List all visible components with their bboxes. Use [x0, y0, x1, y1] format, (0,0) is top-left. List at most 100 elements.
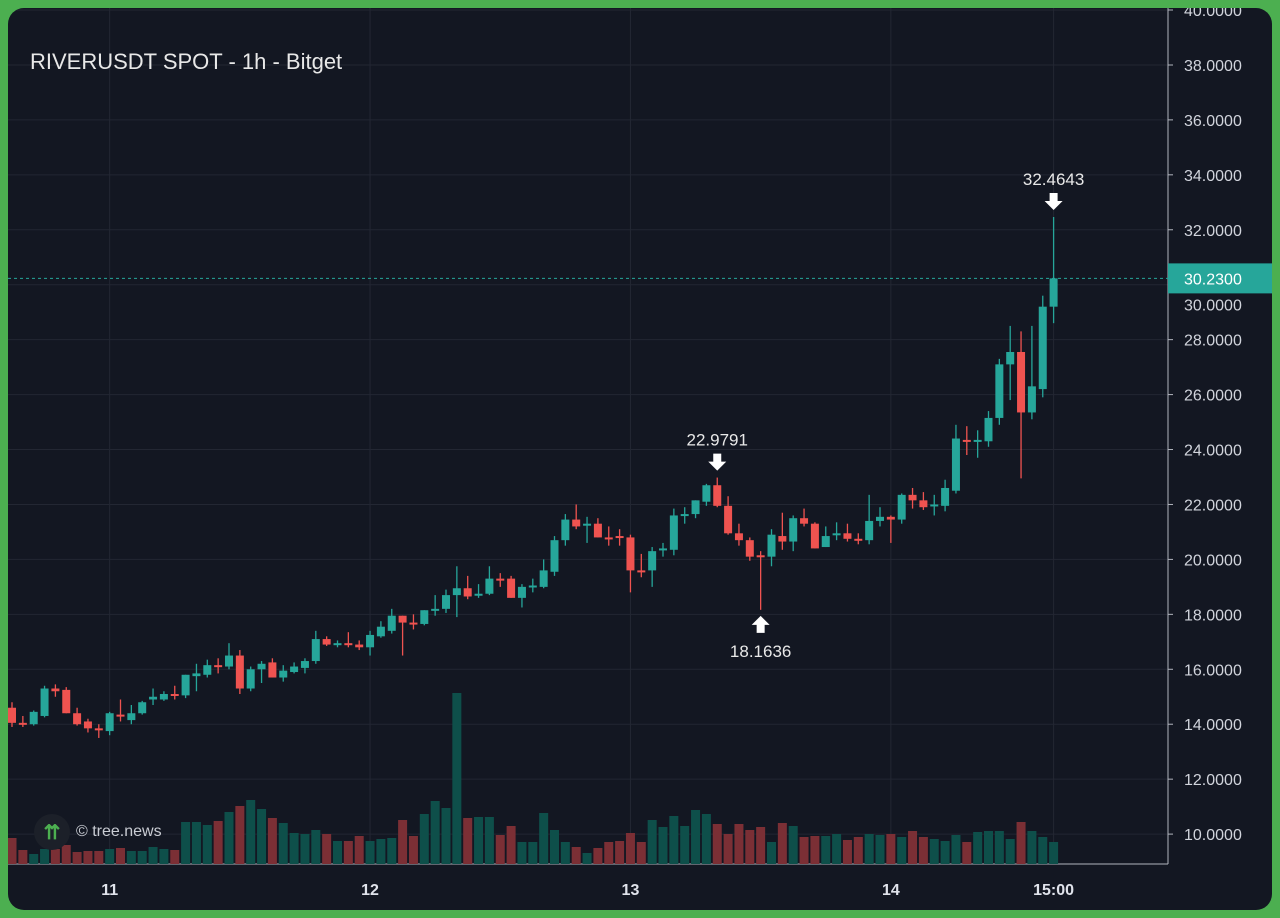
price-axis-label: 14.0000: [1184, 717, 1242, 734]
candle-body: [854, 538, 863, 541]
candle-body: [8, 707, 16, 723]
candle-body: [517, 586, 526, 598]
volume-bar: [1038, 837, 1048, 864]
candle-body: [800, 518, 809, 524]
volume-bar: [615, 841, 625, 864]
volume-bar: [257, 809, 267, 864]
candle-body: [669, 515, 678, 550]
volume-bar: [1027, 831, 1037, 864]
candle-body: [1049, 278, 1058, 307]
candle-body: [897, 494, 906, 520]
candle-body: [83, 721, 92, 729]
price-axis-label: 20.0000: [1184, 552, 1242, 569]
volume-bar: [984, 831, 993, 864]
candle-body: [290, 666, 299, 673]
candle-body: [745, 540, 754, 557]
volume-bar: [474, 817, 484, 864]
price-axis-label: 40.0000: [1184, 8, 1242, 20]
candle-body: [268, 662, 277, 678]
candle-body: [1027, 386, 1036, 413]
time-axis-label: 11: [101, 882, 118, 899]
price-axis-label: 24.0000: [1184, 443, 1242, 460]
volume-bar: [756, 827, 766, 864]
candle-body: [561, 519, 570, 541]
volume-bar: [398, 820, 408, 864]
volume-bar: [29, 854, 39, 864]
volume-bar: [105, 849, 115, 864]
volume-bar: [224, 812, 234, 864]
candle-body: [366, 634, 375, 648]
volume-bar: [1005, 839, 1015, 864]
last-price-badge: [1168, 263, 1272, 294]
candle-body: [930, 504, 939, 507]
candle-body: [62, 689, 71, 714]
candle-body: [604, 537, 613, 540]
arrow-down-icon: [1044, 193, 1063, 211]
volume-bar: [170, 850, 180, 864]
tree-logo-icon: ⇈: [34, 814, 70, 850]
price-axis-label: 38.0000: [1184, 58, 1242, 75]
volume-bar: [267, 818, 277, 864]
candle-body: [615, 536, 624, 539]
candle-body: [192, 673, 201, 677]
candle-body: [474, 593, 483, 596]
candle-body: [626, 537, 635, 571]
volume-bar: [886, 834, 896, 864]
volume-bar: [853, 837, 863, 864]
volume-bar: [539, 813, 549, 864]
candle-body: [398, 615, 407, 623]
candle-body: [962, 439, 971, 442]
candle-body: [18, 722, 27, 725]
candle-body: [376, 626, 385, 637]
volume-bar: [50, 849, 60, 864]
volume-bar: [72, 852, 82, 864]
time-axis-label: 12: [361, 882, 379, 899]
candle-body: [431, 608, 440, 611]
volume-bar: [940, 841, 950, 864]
volume-bar: [1016, 822, 1026, 864]
volume-bar: [137, 851, 147, 864]
volume-bar: [235, 806, 245, 864]
candle-body: [919, 500, 928, 508]
candle-body: [105, 713, 114, 732]
volume-bar: [322, 834, 332, 864]
volume-bar: [897, 837, 907, 864]
volume-bar: [582, 853, 592, 864]
price-axis-label: 34.0000: [1184, 168, 1242, 185]
volume-bar: [636, 842, 646, 864]
volume-bar: [951, 835, 961, 864]
candle-body: [713, 485, 722, 506]
volume-bar: [560, 842, 570, 864]
candle-body: [908, 494, 917, 501]
volume-bar: [452, 693, 462, 864]
candle-body: [702, 485, 711, 502]
candle-body: [333, 643, 342, 646]
volume-bar: [691, 810, 701, 864]
candle-body: [29, 711, 38, 725]
candle-body: [1017, 352, 1026, 413]
volume-bar: [962, 842, 972, 864]
volume-bar: [116, 848, 125, 864]
candlestick-chart[interactable]: 40.0000 38.0000 36.0000 34.0000 32.0000 30.00…: [8, 8, 1272, 910]
candle-body: [876, 516, 884, 521]
candle-body: [94, 728, 103, 731]
volume-bar: [908, 831, 918, 864]
candle-body: [539, 570, 548, 587]
time-axis-label: 13: [622, 882, 640, 899]
volume-bar: [18, 850, 28, 864]
price-axis-label: 22.0000: [1184, 497, 1242, 514]
volume-bar: [734, 824, 744, 864]
candle-body: [420, 610, 429, 624]
volume-bar: [810, 836, 820, 864]
candle-body: [311, 639, 320, 662]
volume-bar: [973, 832, 983, 864]
candle-body: [355, 644, 364, 648]
candle-body: [51, 688, 60, 692]
volume-bar: [354, 836, 364, 864]
candle-body: [767, 534, 776, 557]
chart-title: RIVERUSDT SPOT - 1h - Bitget: [30, 49, 343, 74]
candle-body: [734, 533, 743, 541]
candle-body: [659, 548, 667, 551]
volume-bar: [875, 835, 885, 864]
candle-body: [637, 570, 646, 573]
